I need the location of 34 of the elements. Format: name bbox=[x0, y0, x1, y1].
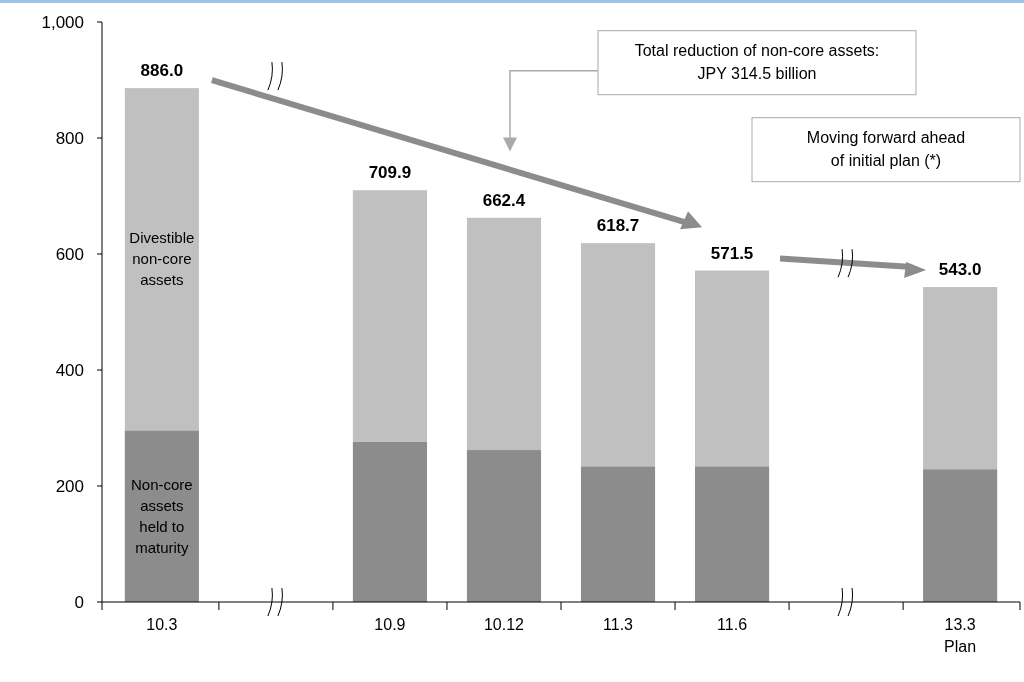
bar bbox=[923, 469, 998, 602]
x-tick-label: 11.6 bbox=[717, 616, 748, 633]
y-tick-label: 800 bbox=[55, 129, 84, 148]
bar bbox=[124, 430, 199, 602]
x-tick-label: 10.3 bbox=[146, 616, 178, 633]
x-tick-label: 10.12 bbox=[483, 616, 525, 633]
total-label: 543.0 bbox=[938, 260, 982, 280]
total-label: 709.9 bbox=[368, 163, 412, 183]
bar bbox=[694, 466, 770, 602]
total-label: 618.7 bbox=[596, 216, 640, 236]
bar bbox=[580, 243, 656, 467]
series-label: Non-core assets held to maturity bbox=[131, 476, 193, 557]
total-label: 662.4 bbox=[482, 190, 526, 210]
y-tick-label: 0 bbox=[74, 593, 84, 612]
x-tick-label: 13.3 Plan bbox=[944, 616, 977, 655]
bar bbox=[466, 217, 542, 451]
y-tick-label: 600 bbox=[55, 245, 84, 264]
bar bbox=[923, 287, 998, 470]
total-label: 571.5 bbox=[710, 243, 754, 263]
y-tick-label: 200 bbox=[55, 477, 84, 496]
total-label: 886.0 bbox=[140, 61, 184, 81]
annotation: Moving forward ahead of initial plan (*) bbox=[806, 128, 966, 169]
annotation: Total reduction of non-core assets: JPY 314.5 billion bbox=[634, 41, 880, 82]
y-tick-label: 400 bbox=[55, 361, 84, 380]
x-tick-label: 11.3 bbox=[603, 616, 634, 633]
y-tick-label: 1,000 bbox=[41, 13, 84, 32]
bar bbox=[352, 441, 428, 602]
bar bbox=[694, 270, 770, 467]
bar bbox=[352, 190, 428, 442]
x-tick-label: 10.9 bbox=[374, 616, 406, 633]
bar bbox=[580, 466, 656, 602]
bar bbox=[124, 88, 199, 431]
bar bbox=[466, 450, 542, 602]
series-label: Divestible non-core assets bbox=[129, 229, 195, 289]
